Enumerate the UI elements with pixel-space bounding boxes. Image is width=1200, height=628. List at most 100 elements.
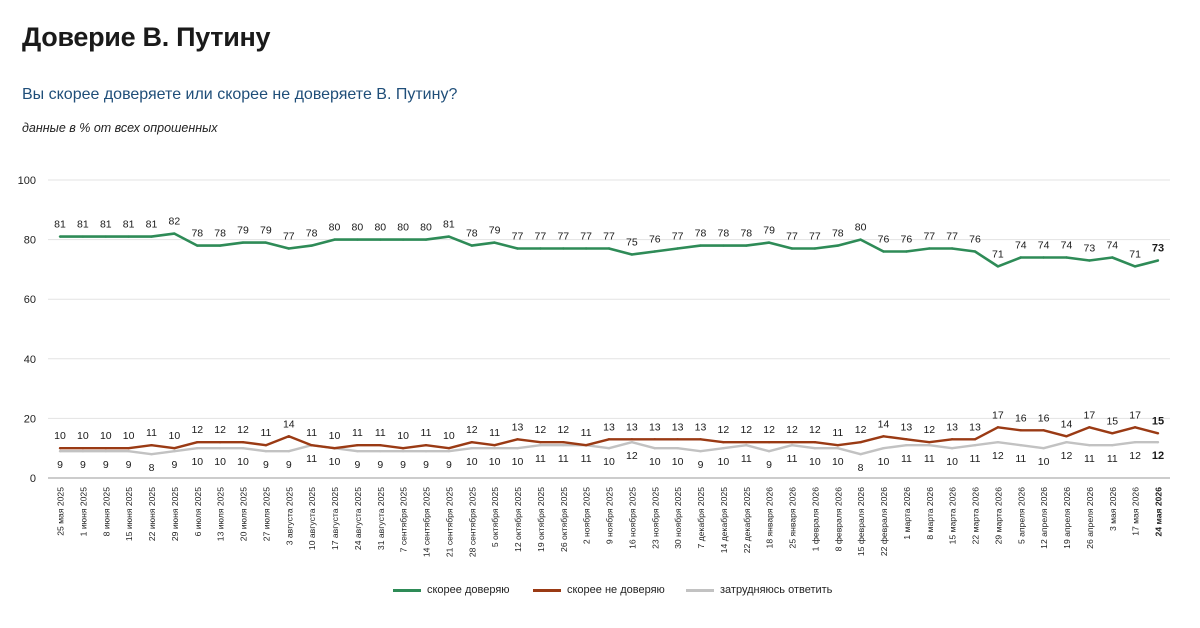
data-point-distrust — [722, 441, 725, 444]
data-label-undecided: 11 — [306, 453, 317, 465]
x-tick-label: 8 февраля 2026 — [833, 487, 843, 552]
x-tick-label: 30 ноября 2025 — [673, 487, 683, 549]
data-label-distrust: 13 — [603, 421, 615, 433]
data-label-undecided: 9 — [766, 459, 772, 471]
data-point-distrust — [196, 441, 199, 444]
data-point-trust — [1088, 259, 1091, 262]
data-point-undecided — [539, 444, 542, 447]
data-label-undecided: 9 — [57, 459, 63, 471]
legend-item-undecided: затрудняюсь ответить — [686, 584, 832, 596]
data-label-trust: 78 — [466, 228, 478, 240]
data-point-distrust — [516, 438, 519, 441]
x-tick-label: 7 декабря 2025 — [696, 487, 706, 549]
data-label-trust: 81 — [443, 219, 455, 231]
data-point-trust — [539, 247, 542, 250]
data-point-trust — [1111, 256, 1114, 259]
data-label-distrust: 13 — [969, 421, 981, 433]
data-point-undecided — [630, 441, 634, 444]
data-point-trust — [264, 241, 268, 244]
data-point-undecided — [516, 447, 519, 450]
data-point-trust — [1065, 256, 1068, 259]
data-point-distrust — [699, 438, 702, 441]
data-point-trust — [127, 235, 130, 238]
data-point-trust — [150, 235, 153, 238]
data-point-trust — [470, 244, 473, 247]
legend-item-distrust: скорее не доверяю — [533, 584, 665, 596]
data-label-undecided: 10 — [1038, 456, 1050, 468]
data-label-trust: 79 — [237, 225, 249, 237]
data-point-undecided — [676, 447, 679, 450]
data-point-distrust — [58, 447, 62, 450]
data-point-distrust — [607, 438, 611, 441]
data-point-undecided — [653, 447, 656, 450]
data-point-undecided — [836, 447, 839, 450]
data-label-trust: 77 — [603, 231, 615, 243]
data-point-undecided — [1065, 441, 1068, 444]
legend-swatch-distrust — [533, 588, 561, 592]
x-tick-label: 29 марта 2026 — [993, 487, 1003, 545]
x-tick-label: 31 августа 2025 — [376, 487, 386, 550]
data-point-undecided — [1111, 444, 1114, 447]
x-tick-label: 21 сентября 2025 — [444, 487, 454, 557]
data-label-trust: 77 — [283, 231, 295, 243]
data-point-undecided — [287, 450, 290, 453]
data-label-distrust: 14 — [1061, 418, 1073, 430]
data-label-undecided: 12 — [1152, 450, 1164, 462]
data-label-trust: 79 — [489, 225, 501, 237]
data-label-distrust: 12 — [923, 424, 935, 436]
x-tick-label: 22 марта 2026 — [971, 487, 981, 545]
x-tick-label: 22 декабря 2025 — [742, 487, 752, 553]
data-point-distrust — [104, 447, 108, 450]
data-label-trust: 78 — [695, 228, 707, 240]
data-point-distrust — [767, 441, 771, 444]
data-label-trust: 73 — [1084, 243, 1096, 255]
data-label-trust: 73 — [1152, 243, 1164, 255]
data-label-distrust: 13 — [672, 421, 684, 433]
data-label-distrust: 12 — [809, 424, 821, 436]
data-label-distrust: 12 — [535, 424, 547, 436]
data-label-undecided: 10 — [512, 456, 524, 468]
legend-label-trust: скорее доверяю — [427, 584, 510, 596]
data-point-trust — [790, 247, 794, 250]
chart-legend: скорее доверяю скорее не доверяю затрудн… — [0, 584, 1200, 600]
data-label-undecided: 11 — [1015, 453, 1026, 465]
data-point-undecided — [996, 441, 1000, 444]
x-tick-label: 5 октября 2025 — [490, 487, 500, 547]
data-label-undecided: 11 — [1107, 453, 1118, 465]
data-point-trust — [653, 250, 656, 253]
data-point-distrust — [379, 444, 382, 447]
data-point-undecided — [356, 450, 359, 453]
y-tick-label: 40 — [24, 354, 36, 366]
data-label-undecided: 10 — [649, 456, 661, 468]
data-label-undecided: 9 — [286, 459, 292, 471]
data-label-undecided: 10 — [878, 456, 890, 468]
data-label-trust: 78 — [306, 228, 318, 240]
data-label-undecided: 12 — [1129, 450, 1141, 462]
data-point-trust — [584, 247, 588, 250]
data-label-undecided: 9 — [698, 459, 704, 471]
data-point-undecided — [699, 450, 702, 453]
data-label-undecided: 9 — [354, 459, 360, 471]
data-point-distrust — [790, 441, 794, 444]
data-point-undecided — [58, 450, 62, 453]
data-point-trust — [562, 247, 565, 250]
data-point-undecided — [905, 444, 908, 447]
data-label-undecided: 11 — [924, 453, 935, 465]
data-label-trust: 78 — [191, 228, 203, 240]
data-label-trust: 74 — [1038, 240, 1050, 252]
data-point-trust — [356, 238, 359, 241]
data-point-trust — [928, 247, 931, 250]
data-label-trust: 78 — [832, 228, 844, 240]
data-label-undecided: 10 — [466, 456, 478, 468]
data-label-undecided: 10 — [489, 456, 501, 468]
data-label-trust: 80 — [855, 222, 867, 234]
data-label-undecided: 9 — [263, 459, 269, 471]
data-point-distrust — [241, 441, 245, 444]
data-label-trust: 80 — [420, 222, 432, 234]
data-point-trust — [310, 244, 313, 247]
data-label-undecided: 10 — [832, 456, 844, 468]
line-chart: 0 20 40 60 80 100 25 мая 2025 1 июня 2025 8 июня… — [18, 175, 1170, 557]
data-point-trust — [676, 247, 679, 250]
data-label-distrust: 13 — [512, 421, 524, 433]
x-tick-label: 22 июня 2025 — [147, 487, 157, 541]
